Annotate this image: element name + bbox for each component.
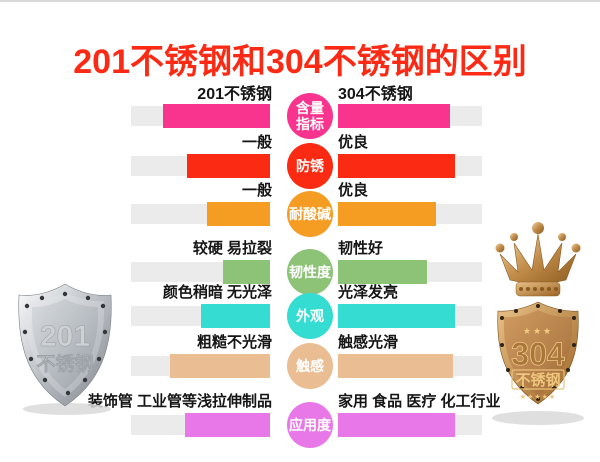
right-value-label: 优良 bbox=[338, 182, 369, 199]
silver-shield-icon: 201 不锈钢 bbox=[18, 283, 112, 415]
metric-bubble-acid-alkali: 耐酸碱 bbox=[287, 191, 333, 237]
shield-number-304: 304 bbox=[511, 336, 565, 372]
right-bar-fill bbox=[338, 202, 436, 226]
left-bar-track bbox=[131, 413, 270, 437]
right-bar-fill bbox=[338, 304, 455, 328]
left-value-label: 颜色稍暗 无光泽 bbox=[162, 284, 272, 301]
right-value-label: 触感光滑 bbox=[338, 334, 399, 351]
left-bar-track bbox=[131, 304, 270, 328]
right-bar-fill bbox=[338, 104, 451, 128]
right-bar-fill bbox=[338, 154, 455, 178]
right-value-label: 韧性好 bbox=[338, 240, 384, 257]
shield-name-left: 不锈钢 bbox=[36, 353, 93, 375]
right-bar-track bbox=[338, 413, 482, 437]
left-bar-track bbox=[131, 202, 270, 226]
gold-crown-shield-icon: ★★★ 304 不锈钢 ★★★★★ bbox=[492, 222, 584, 425]
right-bar-track bbox=[338, 154, 482, 178]
left-bar-track bbox=[131, 260, 270, 284]
metric-label: 含量指标 bbox=[296, 99, 324, 132]
left-bar-fill bbox=[200, 304, 270, 328]
left-bar-track bbox=[131, 354, 270, 378]
left-bar-fill bbox=[169, 354, 270, 378]
left-value-label: 较硬 易拉裂 bbox=[192, 240, 272, 257]
left-bar-fill bbox=[207, 202, 270, 226]
right-value-label: 家用 食品 医疗 化工行业 bbox=[338, 393, 501, 410]
metric-bubble-touch: 触感 bbox=[287, 343, 333, 389]
page-title: 201不锈钢和304不锈钢的区别 bbox=[73, 43, 527, 81]
silver-shield-badge-201: 201 不锈钢 bbox=[12, 280, 118, 423]
left-bar-fill bbox=[162, 104, 270, 128]
right-bar-fill bbox=[338, 413, 455, 437]
right-bar-track bbox=[338, 260, 482, 284]
right-bar-fill bbox=[338, 354, 454, 378]
right-bar-track bbox=[338, 354, 482, 378]
right-column-header: 304不锈钢 bbox=[338, 86, 413, 103]
left-value-label: 一般 bbox=[241, 134, 272, 151]
left-bar-fill bbox=[185, 413, 270, 437]
metric-bubble-appearance: 外观 bbox=[287, 293, 333, 339]
crown-icon bbox=[495, 222, 581, 297]
right-bar-track bbox=[338, 104, 482, 128]
shield-name-right: 不锈钢 bbox=[515, 371, 560, 389]
left-bar-fill bbox=[186, 154, 270, 178]
left-bar-track bbox=[131, 104, 270, 128]
stars-bottom: ★★★★★ bbox=[520, 393, 556, 401]
gold-shield-badge-304: ★★★ 304 不锈钢 ★★★★★ bbox=[480, 218, 596, 433]
left-value-label: 装饰管 工业管等浅拉伸制品 bbox=[87, 393, 272, 410]
right-bar-fill bbox=[338, 260, 428, 284]
metric-bubble-toughness: 韧性度 bbox=[287, 249, 333, 295]
metric-bubble-application: 应用度 bbox=[287, 402, 333, 448]
right-value-label: 光泽发亮 bbox=[338, 284, 399, 301]
right-value-label: 优良 bbox=[338, 134, 369, 151]
stars-top: ★★★ bbox=[523, 326, 553, 336]
shield-rivets bbox=[500, 304, 576, 401]
top-border-line bbox=[0, 0, 600, 2]
left-bar-fill bbox=[222, 260, 270, 284]
right-bar-track bbox=[338, 304, 482, 328]
left-value-label: 一般 bbox=[241, 182, 272, 199]
metric-bubble-rust-resistance: 防锈 bbox=[287, 143, 333, 189]
left-bar-track bbox=[131, 154, 270, 178]
right-bar-track bbox=[338, 202, 482, 226]
shield-number-201: 201 bbox=[40, 320, 90, 353]
left-value-label: 粗糙不光滑 bbox=[196, 334, 272, 351]
left-column-header: 201不锈钢 bbox=[197, 86, 272, 103]
shield-rivets bbox=[22, 291, 108, 396]
metric-bubble-content-index: 含量指标 bbox=[287, 93, 333, 139]
